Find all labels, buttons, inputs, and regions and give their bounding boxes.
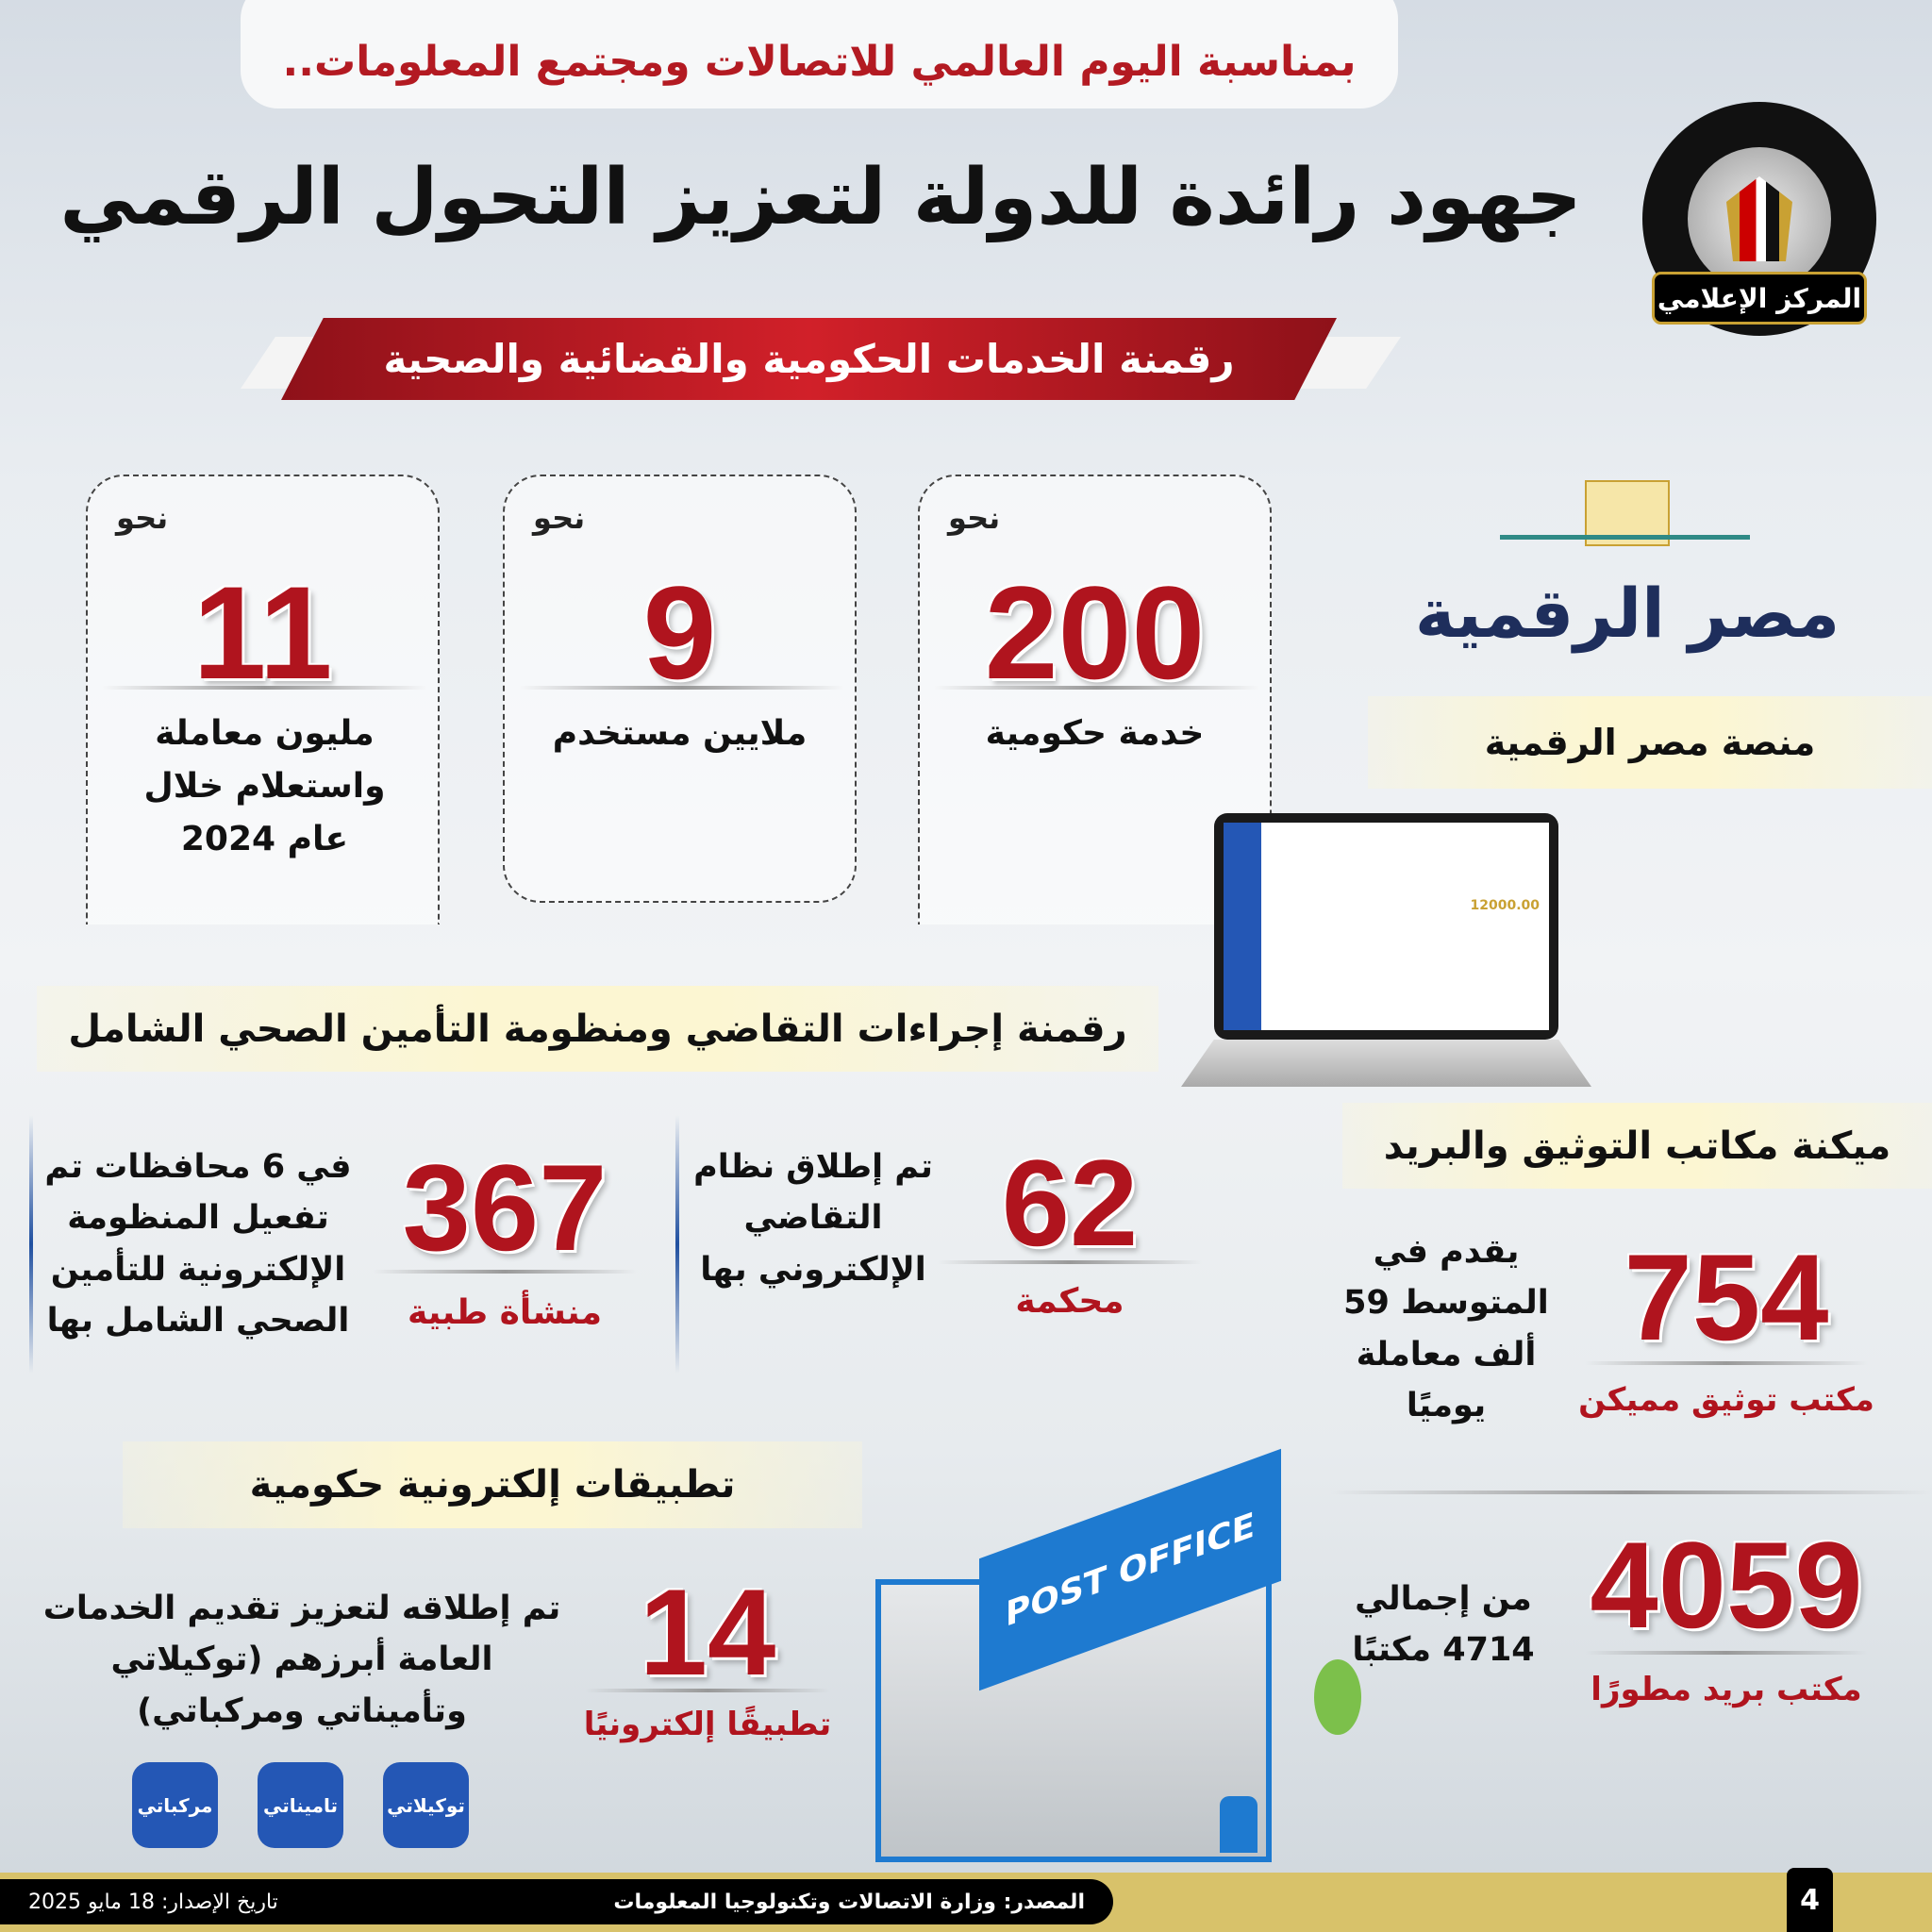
app-icon-markabati: مركباتي (132, 1762, 218, 1848)
eagle-emblem-icon (1726, 176, 1792, 261)
logo-banner-text: المركز الإعلامي (1652, 272, 1867, 325)
stat-value: 11 (192, 558, 333, 707)
apps-desc: تم إطلاقه لتعزيز تقديم الخدمات العامة أب… (42, 1590, 561, 1730)
apps-heading: تطبيقات إلكترونية حكومية (123, 1441, 862, 1528)
source-text: المصدر: وزارة الاتصالات وتكنولوجيا المعل… (613, 1890, 1085, 1914)
occasion-banner: بمناسبة اليوم العالمي للاتصالات ومجتمع ا… (241, 0, 1398, 108)
stat-card-services: نحو 200 خدمة حكومية (918, 475, 1272, 924)
digital-egypt-label: منصة مصر الرقمية (1368, 696, 1932, 789)
divider (675, 1115, 679, 1374)
post-offices-desc: من إجمالي 4714 مكتبًا (1352, 1580, 1535, 1670)
stat-label: مليون معاملة واستعلام خلال عام 2024 (143, 714, 386, 858)
stat-value: 9 (642, 558, 717, 707)
page-title: جهود رائدة للدولة لتعزيز التحول الرقمي (59, 153, 1582, 242)
divider (29, 1115, 33, 1374)
notary-offices-desc: يقدم في المتوسط 59 ألف معاملة يوميًا (1343, 1233, 1549, 1424)
media-center-logo: المركز الإعلامي (1642, 102, 1876, 336)
health-desc: في 6 محافظات تم تفعيل المنظومة الإلكترون… (44, 1148, 352, 1340)
occasion-text: بمناسبة اليوم العالمي للاتصالات ومجتمع ا… (282, 38, 1357, 86)
app-icon-taminati: تاميناتي (258, 1762, 343, 1848)
post-offices-value: 4059 (1590, 1516, 1863, 1654)
laptop-illustration: 12000.00 (1176, 794, 1595, 1096)
stat-label: ملايين مستخدم (552, 714, 808, 753)
stat-prefix: نحو (116, 500, 169, 536)
stat-value: 200 (984, 558, 1206, 707)
release-date: تاريخ الإصدار: 18 مايو 2025 (28, 1890, 278, 1914)
circuit-icon (1500, 535, 1750, 573)
post-office-illustration: POST OFFICE (838, 1448, 1380, 1872)
health-value: 367 (402, 1139, 608, 1276)
stat-card-transactions: نحو 11 مليون معاملة واستعلام خلال عام 20… (86, 475, 440, 924)
apps-value: 14 (639, 1563, 776, 1701)
health-label: منشأة طبية (407, 1293, 603, 1332)
courts-label: محكمة (1015, 1282, 1124, 1321)
tree-icon (1314, 1659, 1361, 1735)
courts-desc: تم إطلاق نظام التقاضي الإلكتروني بها (693, 1148, 933, 1289)
stat-card-users: نحو 9 ملايين مستخدم (503, 475, 857, 903)
stat-prefix: نحو (948, 500, 1001, 536)
apps-label: تطبيقًا إلكترونيًا (583, 1706, 832, 1743)
app-icon-tawkilati: توكيلاتي (383, 1762, 469, 1848)
page-number: 4 (1787, 1868, 1833, 1932)
footer-source-pill: المصدر: وزارة الاتصالات وتكنولوجيا المعل… (0, 1879, 1113, 1924)
section-ribbon: رقمنة الخدمات الحكومية والقضائية والصحية (281, 318, 1337, 400)
ribbon-text: رقمنة الخدمات الحكومية والقضائية والصحية (383, 336, 1235, 382)
litigation-heading: رقمنة إجراءات التقاضي ومنظومة التأمين ال… (37, 986, 1158, 1072)
notary-heading: ميكنة مكاتب التوثيق والبريد (1342, 1103, 1932, 1189)
courts-value: 62 (1001, 1134, 1139, 1272)
screen-value: 12000.00 (1470, 898, 1540, 913)
mailbox-icon (1220, 1796, 1257, 1853)
stat-label: خدمة حكومية (985, 714, 1205, 753)
digital-egypt-logo: مصر الرقمية (1396, 478, 1858, 686)
digital-egypt-logo-text: مصر الرقمية (1414, 574, 1840, 653)
notary-offices-value: 754 (1624, 1228, 1829, 1366)
post-offices-label: مكتب بريد مطورًا (1591, 1671, 1862, 1708)
notary-offices-label: مكتب توثيق مميكن (1578, 1381, 1874, 1419)
stat-prefix: نحو (533, 500, 586, 536)
